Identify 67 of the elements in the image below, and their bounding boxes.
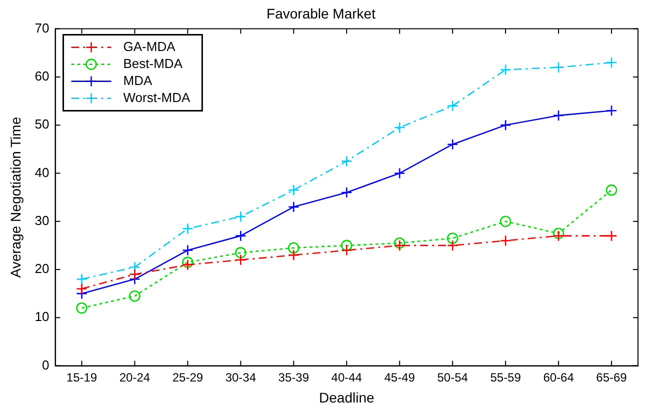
point <box>182 256 194 268</box>
point <box>552 62 564 73</box>
x-tick-label: 55-59 <box>490 370 522 384</box>
point <box>552 110 564 122</box>
legend-label: Best-MDA <box>123 56 183 71</box>
point <box>500 64 512 76</box>
point <box>394 237 406 249</box>
point <box>500 234 512 246</box>
point <box>129 290 140 302</box>
point <box>76 283 88 294</box>
point <box>446 100 458 112</box>
point <box>340 244 352 256</box>
x-tick-label: 15-19 <box>66 370 98 384</box>
point <box>606 104 618 116</box>
point <box>394 240 406 252</box>
point <box>446 232 458 244</box>
point <box>340 156 352 167</box>
x-tick-label: 30-34 <box>225 370 256 384</box>
point <box>288 242 300 254</box>
y-tick-label: 0 <box>42 357 50 372</box>
point <box>394 122 406 134</box>
point <box>182 244 194 256</box>
point <box>235 247 246 258</box>
point <box>182 259 194 270</box>
point <box>606 56 618 68</box>
point <box>500 119 512 131</box>
x-tick-label: 50-54 <box>437 370 468 384</box>
point <box>552 230 564 242</box>
point <box>288 201 300 213</box>
legend-label: MDA <box>123 72 152 88</box>
x-tick-label: 20-24 <box>119 370 150 384</box>
legend-label: Worst-MDA <box>123 90 191 105</box>
chart-title: Favorable Market <box>266 5 376 22</box>
point <box>235 254 246 266</box>
y-tick-label: 70 <box>34 20 50 36</box>
x-tick-label: 60-64 <box>543 370 574 384</box>
point <box>394 168 406 179</box>
legend-label: GA-MDA <box>123 38 176 54</box>
x-tick-label: 45-49 <box>384 370 416 384</box>
point <box>606 230 618 242</box>
point <box>446 240 458 252</box>
point <box>552 228 564 240</box>
point <box>76 273 88 285</box>
point <box>500 216 512 228</box>
point <box>129 268 140 280</box>
point <box>340 186 352 198</box>
y-tick-label: 60 <box>34 68 50 84</box>
point <box>76 302 88 314</box>
x-tick-label: 35-39 <box>278 370 310 384</box>
point <box>446 138 458 150</box>
point <box>235 230 246 242</box>
point <box>235 210 246 222</box>
point <box>340 240 352 252</box>
x-tick-label: 25-29 <box>172 370 204 384</box>
x-tick-label: 40-44 <box>331 370 362 384</box>
y-tick-label: 20 <box>34 261 50 276</box>
y-tick-label: 10 <box>34 309 50 324</box>
y-axis-title: Average Negotiation Time <box>7 116 24 278</box>
x-tick-label: 65-69 <box>596 370 628 384</box>
x-axis-title: Deadline <box>318 389 374 406</box>
y-tick-label: 50 <box>34 116 50 132</box>
y-tick-label: 30 <box>34 212 50 228</box>
y-tick-label: 40 <box>34 164 50 180</box>
point <box>182 222 194 234</box>
point <box>288 249 300 261</box>
point <box>288 184 300 196</box>
point <box>606 184 618 196</box>
